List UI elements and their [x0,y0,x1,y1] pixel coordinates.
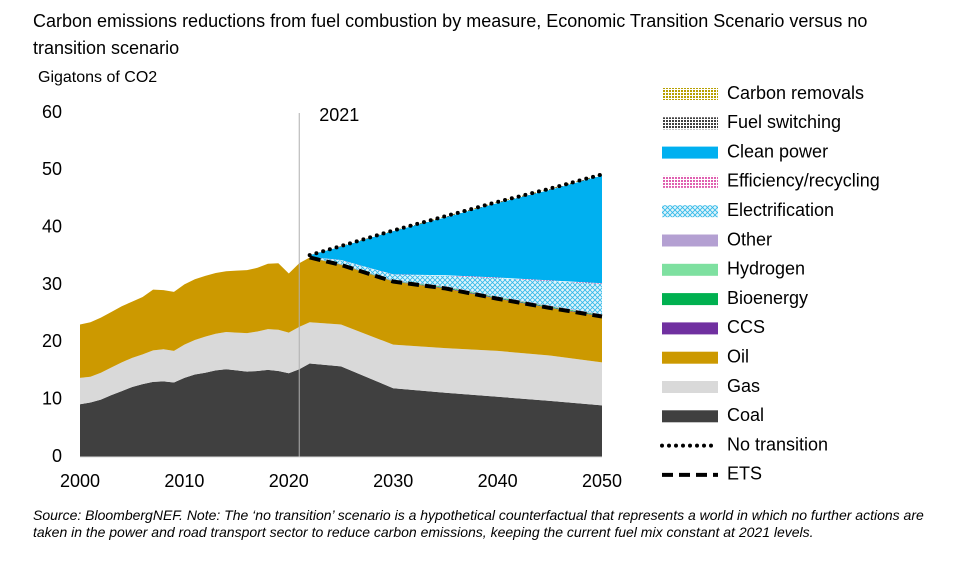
legend-swatch [662,175,718,188]
y-tick-label: 20 [42,331,62,351]
legend-swatch [662,293,718,306]
legend-label: Efficiency/recycling [727,171,880,191]
legend-swatch [662,117,718,130]
y-tick-label: 50 [42,159,62,179]
y-tick-label: 30 [42,274,62,294]
y-tick-label: 40 [42,216,62,236]
legend-swatch [662,88,718,100]
x-tick-label: 2010 [164,471,204,491]
x-tick-label: 2000 [60,471,100,491]
legend-swatch [662,381,718,393]
y-tick-label: 0 [52,446,62,466]
legend-label: No transition [727,434,828,454]
legend-label: Other [727,229,772,249]
area [80,363,602,457]
legend-swatch [662,146,718,159]
legend-swatch [662,322,718,335]
legend-label: CCS [727,317,765,337]
legend-label: Bioenergy [727,288,808,308]
source-note: Source: BloombergNEF. Note: The ‘no tran… [33,507,924,540]
legend-label: Gas [727,376,760,396]
annotation-label: 2021 [319,105,359,125]
legend-swatch [662,351,718,364]
legend-swatch [662,410,718,423]
legend-label: Electrification [727,200,834,220]
y-tick-label: 10 [42,388,62,408]
y-tick-label: 60 [42,102,62,122]
legend-label: ETS [727,464,762,484]
line [309,255,603,319]
legend-label: Hydrogen [727,259,805,279]
legend-swatch [662,205,718,218]
legend-label: Clean power [727,141,828,161]
legend-label: Coal [727,405,764,425]
legend-label: Fuel switching [727,112,841,132]
area [80,257,602,378]
legend-swatch [662,263,718,276]
area [309,174,602,256]
legend-label: Oil [727,346,749,366]
area [309,256,602,315]
y-axis-label: Gigatons of CO2 [38,69,158,86]
chart-title: Carbon emissions reductions from fuel co… [33,11,868,58]
legend-label: Carbon removals [727,83,864,103]
area [80,322,602,406]
x-tick-label: 2020 [269,471,309,491]
x-tick-label: 2030 [373,471,413,491]
x-tick-label: 2050 [582,471,622,491]
legend-swatch [662,234,718,247]
x-tick-label: 2040 [478,471,518,491]
line [307,172,604,258]
area [309,175,602,284]
